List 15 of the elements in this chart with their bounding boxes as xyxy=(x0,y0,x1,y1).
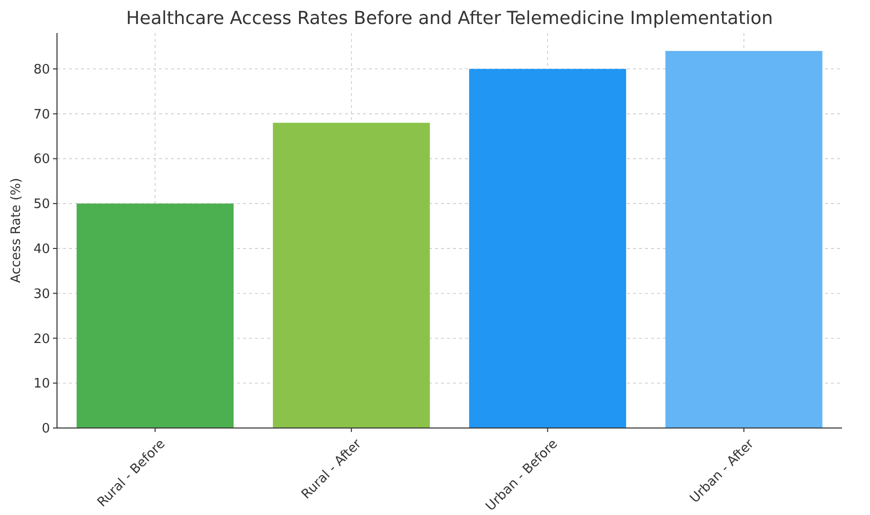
bar xyxy=(469,68,626,428)
y-tick-label: 60 xyxy=(33,152,50,168)
y-tick-label: 0 xyxy=(42,422,50,437)
chart-title: Healthcare Access Rates Before and After Telemedicine Implementation xyxy=(126,8,773,29)
y-tick-label: 70 xyxy=(33,107,50,122)
bar xyxy=(665,50,822,428)
y-tick-label: 30 xyxy=(33,286,50,302)
bar xyxy=(272,122,430,428)
y-tick-label: 80 xyxy=(33,62,50,78)
y-tick-label: 10 xyxy=(33,376,50,392)
y-axis-title: Access Rate (%) xyxy=(9,178,24,284)
y-tick-label: 20 xyxy=(33,332,50,347)
y-tick-label: 40 xyxy=(33,242,50,258)
bar xyxy=(76,204,234,428)
y-tick-label: 50 xyxy=(33,197,50,212)
